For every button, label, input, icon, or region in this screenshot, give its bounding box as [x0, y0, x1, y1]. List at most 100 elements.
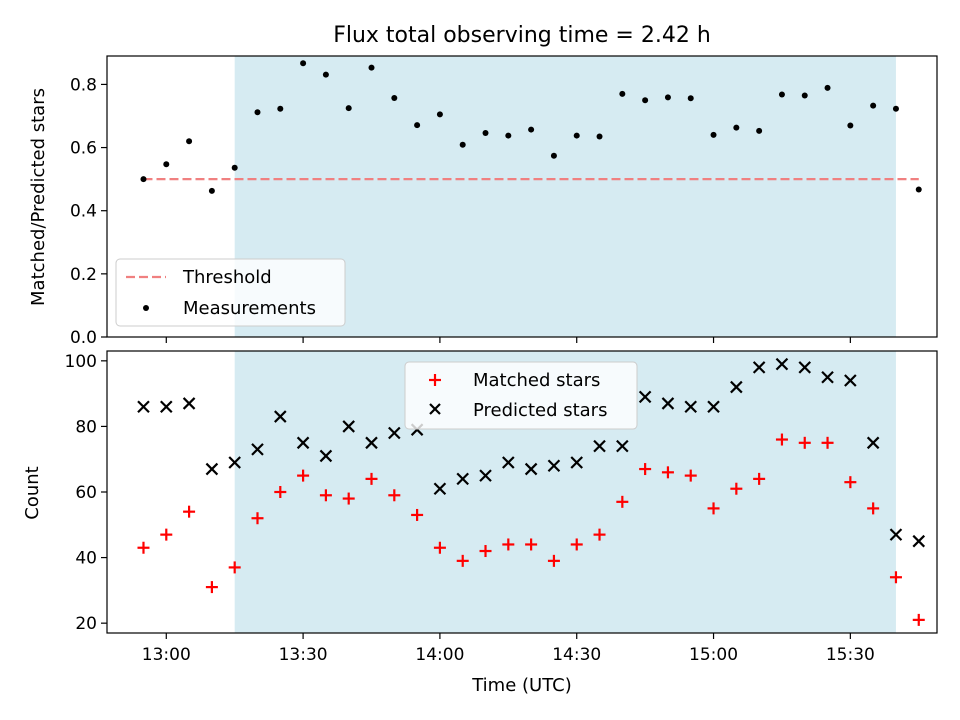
- predicted-stars-point: [205, 462, 219, 476]
- top-panel: 0.00.20.40.60.8 Matched/Predicted stars …: [28, 55, 938, 348]
- matched-stars-point: [297, 469, 310, 482]
- predicted-stars-point: [502, 456, 515, 469]
- predicted-stars-point: [821, 370, 834, 384]
- matched-stars-point: [525, 538, 538, 551]
- top-ytick-label: 0.2: [70, 265, 97, 285]
- matched-stars-point: [160, 528, 173, 541]
- measurement-point: [368, 64, 375, 71]
- predicted-stars-point: [456, 472, 469, 486]
- xtick-label: 15:30: [826, 645, 875, 665]
- predicted-stars-point: [388, 426, 401, 440]
- matched-stars-point: [228, 561, 241, 574]
- measurement-point: [915, 186, 922, 193]
- top-ytick-label: 0.0: [70, 328, 97, 348]
- measurement-point: [322, 71, 329, 78]
- measurement-point: [847, 122, 854, 129]
- bottom-ytick-label: 20: [75, 614, 97, 634]
- matched-stars-point: [547, 554, 560, 567]
- predicted-stars-point: [775, 357, 789, 371]
- measurement-point: [550, 152, 557, 159]
- measurement-point: [664, 94, 671, 101]
- measurement-point: [642, 97, 649, 104]
- top-y-axis-label: Matched/Predicted stars: [28, 88, 49, 306]
- measurement-point: [505, 132, 512, 139]
- predicted-stars-point: [365, 436, 378, 450]
- matched-stars-point: [183, 505, 196, 518]
- measurement-point: [436, 111, 443, 118]
- measurement-point: [619, 90, 626, 97]
- legend-predicted-swatch: [429, 403, 441, 415]
- matched-stars-point: [593, 528, 606, 541]
- measurement-point: [573, 132, 580, 139]
- matched-stars-point: [365, 472, 378, 485]
- predicted-stars-point: [296, 436, 310, 450]
- measurement-point: [824, 84, 831, 91]
- x-axis-label: Time (UTC): [471, 675, 572, 696]
- predicted-stars-point: [707, 400, 720, 414]
- bottom-panel: 20 40 60 80 100 13:00 13:30 14:00 14:30 15:00 15:…: [22, 350, 938, 696]
- xtick-label: 13:30: [279, 645, 328, 665]
- predicted-stars-point: [251, 443, 264, 456]
- chart-title: Flux total observing time = 2.42 h: [333, 23, 711, 48]
- measurement-point: [414, 122, 421, 129]
- measurement-point: [140, 176, 147, 183]
- top-ytick-label: 0.6: [70, 139, 97, 159]
- measurement-point: [687, 95, 694, 102]
- predicted-stars-point: [547, 459, 561, 473]
- predicted-stars-point: [912, 534, 926, 548]
- matched-stars-point: [342, 492, 355, 505]
- predicted-stars-point: [319, 449, 333, 463]
- matched-stars-point: [570, 538, 583, 551]
- measurement-point: [756, 127, 763, 134]
- matched-stars-point: [844, 476, 857, 489]
- matched-stars-point: [502, 538, 515, 551]
- matched-stars-point: [867, 502, 880, 515]
- xtick-label: 13:00: [142, 645, 191, 665]
- top-plot-frame: [106, 55, 938, 338]
- matched-stars-point: [821, 436, 834, 449]
- matched-stars-point: [479, 545, 492, 558]
- xtick-label: 15:00: [689, 645, 738, 665]
- legend-measurements-swatch: [143, 305, 149, 311]
- measurement-point: [300, 60, 307, 67]
- measurement-point: [892, 105, 899, 112]
- predicted-stars-point: [479, 469, 492, 482]
- bottom-legend: Matched stars Predicted stars: [404, 361, 638, 430]
- predicted-stars-point: [524, 462, 538, 476]
- matched-stars-point: [730, 482, 743, 495]
- measurement-point: [733, 124, 740, 131]
- matched-stars-point: [707, 502, 720, 515]
- predicted-stars-point: [752, 361, 766, 374]
- bottom-ytick-label: 80: [75, 417, 97, 437]
- matched-stars-point: [753, 472, 766, 485]
- predicted-stars-point: [866, 436, 880, 450]
- legend-matched-swatch: [429, 374, 441, 386]
- predicted-stars-point: [889, 528, 903, 541]
- matched-stars-point: [319, 489, 332, 502]
- measurement-point: [208, 187, 215, 194]
- predicted-stars-point: [160, 400, 173, 414]
- matched-stars-point: [274, 486, 287, 498]
- measurement-point: [254, 109, 261, 116]
- bottom-ytick-label: 40: [75, 549, 97, 569]
- measurement-point: [870, 102, 877, 109]
- matched-stars-point: [912, 613, 925, 626]
- xtick-label: 14:30: [552, 645, 601, 665]
- predicted-stars-point: [137, 400, 150, 414]
- predicted-stars-point: [593, 439, 606, 453]
- predicted-stars-point: [616, 439, 629, 453]
- measurement-point: [710, 131, 717, 138]
- matched-stars-point: [388, 489, 401, 502]
- measurement-point: [596, 133, 603, 140]
- legend-matched-label: Matched stars: [473, 370, 600, 391]
- predicted-stars-point: [798, 361, 812, 374]
- predicted-stars-point: [844, 374, 857, 387]
- measurement-point: [345, 105, 352, 112]
- bottom-ytick-label: 100: [65, 352, 97, 372]
- matched-stars-point: [775, 433, 788, 446]
- legend-predicted-label: Predicted stars: [473, 400, 607, 421]
- measurement-point: [801, 92, 808, 99]
- predicted-stars-point: [182, 397, 196, 410]
- measurement-point: [459, 141, 466, 148]
